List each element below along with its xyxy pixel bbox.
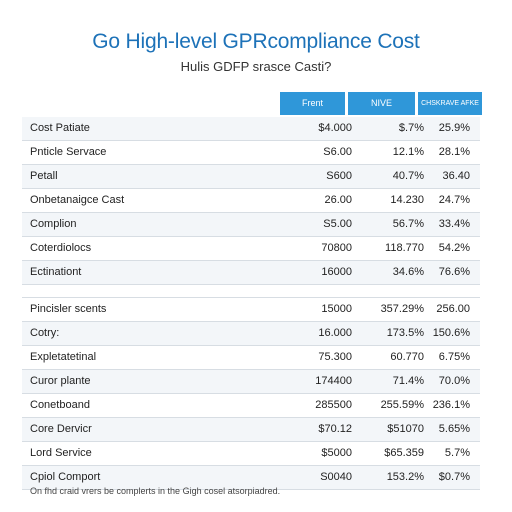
table-row: Pincisler scents 15000 357.29% 256.00 — [22, 297, 480, 322]
row-value-1: 75.300 — [318, 351, 352, 363]
row-value-2: $51070 — [387, 423, 424, 435]
row-value-2: 14.230 — [390, 194, 424, 206]
row-label: Core Dervicr — [30, 423, 92, 435]
row-value-2: 118.770 — [385, 242, 424, 254]
row-value-3: 25.9% — [438, 122, 470, 134]
row-value-2: $65.359 — [384, 447, 424, 459]
row-value-2: 40.7% — [392, 170, 424, 182]
row-value-1: 70800 — [321, 242, 352, 254]
row-label: Coterdiolocs — [30, 242, 92, 254]
table-row: Curor plante 174400 71.4% 70.0% — [22, 370, 480, 394]
table-header: Frent NIVE CHSKRAVE AFKE — [280, 92, 482, 115]
row-value-2: 173.5% — [386, 327, 424, 339]
table-row: Expletatetinal 75.300 60.770 6.75% — [22, 346, 480, 370]
row-label: Cotry: — [30, 327, 60, 339]
row-label: Petall — [30, 170, 58, 182]
table-row: Cost Patiate $4.000 $.7% 25.9% — [22, 117, 480, 141]
row-value-2: 71.4% — [392, 375, 424, 387]
table-row: Cpiol Comport S0040 153.2% $0.7% — [22, 466, 480, 490]
row-value-2: $.7% — [398, 122, 424, 134]
row-value-2: 153.2% — [386, 471, 424, 483]
row-value-1: 16000 — [321, 266, 352, 278]
row-value-3: 36.40 — [442, 170, 470, 182]
row-label: Complion — [30, 218, 77, 230]
row-value-1: S5.00 — [323, 218, 352, 230]
row-value-1: $70.12 — [318, 423, 352, 435]
row-value-3: 256.00 — [436, 303, 470, 315]
table-row: Petall S600 40.7% 36.40 — [22, 165, 480, 189]
row-value-2: 60.770 — [390, 351, 424, 363]
row-value-2: 34.6% — [392, 266, 424, 278]
row-label: Curor plante — [30, 375, 91, 387]
row-value-2: 255.59% — [380, 399, 424, 411]
row-value-3: 76.6% — [438, 266, 470, 278]
row-value-1: 15000 — [321, 303, 352, 315]
row-value-2: 357.29% — [380, 303, 424, 315]
row-value-3: $0.7% — [438, 471, 470, 483]
row-value-1: 285500 — [315, 399, 352, 411]
table-row: Onbetanaigce Cast 26.00 14.230 24.7% — [22, 189, 480, 213]
row-label: Cost Patiate — [30, 122, 90, 134]
row-value-1: 16.000 — [318, 327, 352, 339]
row-value-3: 28.1% — [438, 146, 470, 158]
table-row: Conetboand 285500 255.59% 236.1% — [22, 394, 480, 418]
column-header-3: CHSKRAVE AFKE — [418, 92, 482, 115]
table-row: Pnticle Servace S6.00 12.1% 28.1% — [22, 141, 480, 165]
row-label: Expletatetinal — [30, 351, 97, 363]
row-value-1: 174400 — [315, 375, 352, 387]
row-value-3: 33.4% — [438, 218, 470, 230]
row-value-1: $4.000 — [318, 122, 352, 134]
row-value-3: 150.6% — [432, 327, 470, 339]
row-value-1: S600 — [326, 170, 352, 182]
row-value-2: 12.1% — [392, 146, 424, 158]
row-value-3: 236.1% — [432, 399, 470, 411]
row-label: Cpiol Comport — [30, 471, 101, 483]
row-value-2: 56.7% — [392, 218, 424, 230]
page-title: Go High-level GPRcompliance Cost — [92, 30, 420, 53]
table-row: Core Dervicr $70.12 $51070 5.65% — [22, 418, 480, 442]
table-row: Cotry: 16.000 173.5% 150.6% — [22, 322, 480, 346]
row-value-1: $5000 — [321, 447, 352, 459]
row-label: Pincisler scents — [30, 303, 107, 315]
footnote: On fhd craid vrers be complerts in the G… — [30, 486, 281, 496]
row-value-3: 6.75% — [438, 351, 470, 363]
table-row: Lord Service $5000 $65.359 5.7% — [22, 442, 480, 466]
row-label: Onbetanaigce Cast — [30, 194, 125, 206]
row-label: Ectinationt — [30, 266, 82, 278]
row-label: Lord Service — [30, 447, 92, 459]
row-value-3: 24.7% — [438, 194, 470, 206]
cost-table: Cost Patiate $4.000 $.7% 25.9% Pnticle S… — [22, 117, 480, 490]
column-header-2: NIVE — [348, 92, 415, 115]
row-value-3: 70.0% — [438, 375, 470, 387]
page-subtitle: Hulis GDFP srasce Casti? — [180, 59, 332, 74]
row-value-3: 5.65% — [438, 423, 470, 435]
table-row: Coterdiolocs 70800 118.770 54.2% — [22, 237, 480, 261]
row-value-3: 54.2% — [438, 242, 470, 254]
table-row: Complion S5.00 56.7% 33.4% — [22, 213, 480, 237]
column-header-1: Frent — [280, 92, 345, 115]
row-value-1: S6.00 — [323, 146, 352, 158]
row-value-1: 26.00 — [324, 194, 352, 206]
row-label: Pnticle Servace — [30, 146, 107, 158]
table-row: Ectinationt 16000 34.6% 76.6% — [22, 261, 480, 285]
row-label: Conetboand — [30, 399, 90, 411]
row-value-3: 5.7% — [444, 447, 470, 459]
row-value-1: S0040 — [320, 471, 352, 483]
